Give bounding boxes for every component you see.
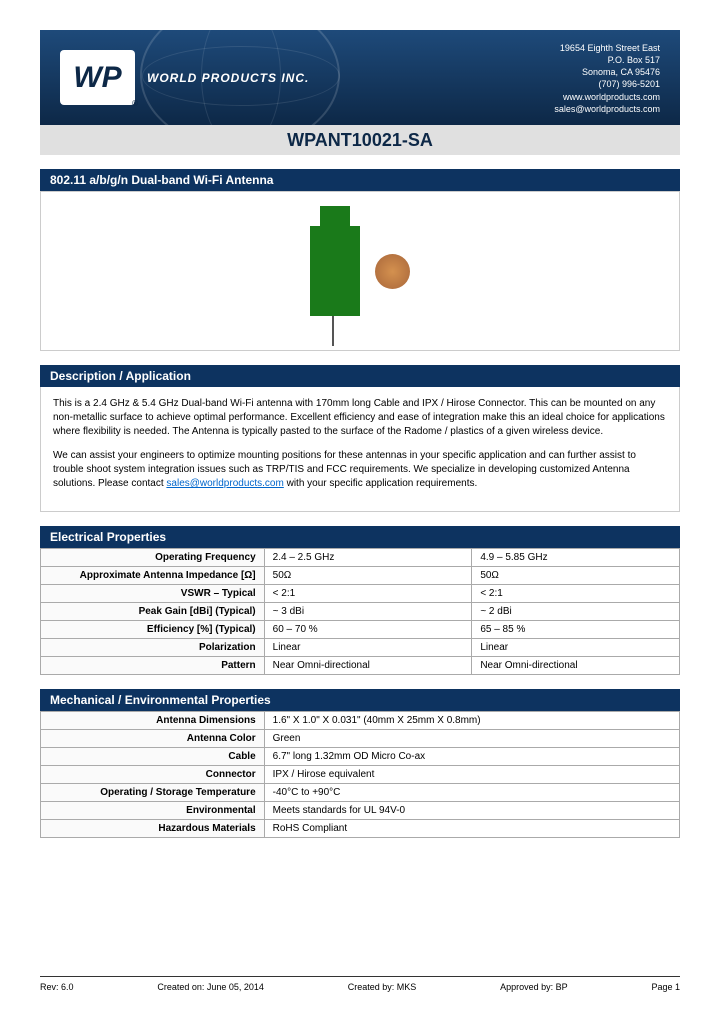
- subtitle-bar: 802.11 a/b/g/n Dual-band Wi-Fi Antenna: [40, 169, 680, 191]
- row-val2: Near Omni-directional: [472, 657, 680, 675]
- coin-scale-graphic: [375, 254, 410, 289]
- row-label: Operating / Storage Temperature: [41, 784, 265, 802]
- table-row: Approximate Antenna Impedance [Ω]50Ω50Ω: [41, 567, 680, 585]
- row-label: Environmental: [41, 802, 265, 820]
- contact-phone: (707) 996-5201: [554, 78, 660, 90]
- contact-web: www.worldproducts.com: [554, 91, 660, 103]
- table-row: Peak Gain [dBi] (Typical)~ 3 dBi~ 2 dBi: [41, 603, 680, 621]
- row-val2: ~ 2 dBi: [472, 603, 680, 621]
- row-val: IPX / Hirose equivalent: [264, 766, 679, 784]
- description-p1: This is a 2.4 GHz & 5.4 GHz Dual-band Wi…: [53, 397, 667, 439]
- row-val1: < 2:1: [264, 585, 472, 603]
- row-val1: Linear: [264, 639, 472, 657]
- row-val2: 50Ω: [472, 567, 680, 585]
- row-label: Polarization: [41, 639, 265, 657]
- row-val2: < 2:1: [472, 585, 680, 603]
- contact-info: 19654 Eighth Street East P.O. Box 517 So…: [554, 42, 660, 115]
- table-row: Antenna Dimensions1.6" X 1.0" X 0.031" (…: [41, 712, 680, 730]
- table-row: Efficiency [%] (Typical)60 – 70 %65 – 85…: [41, 621, 680, 639]
- part-number-title: WPANT10021-SA: [40, 125, 680, 155]
- electrical-table: Operating Frequency2.4 – 2.5 GHz4.9 – 5.…: [40, 548, 680, 675]
- row-label: Efficiency [%] (Typical): [41, 621, 265, 639]
- footer-page: Page 1: [651, 982, 680, 992]
- contact-email: sales@worldproducts.com: [554, 103, 660, 115]
- mechanical-heading: Mechanical / Environmental Properties: [40, 689, 680, 711]
- row-val: RoHS Compliant: [264, 820, 679, 838]
- row-val1: Near Omni-directional: [264, 657, 472, 675]
- row-val2: Linear: [472, 639, 680, 657]
- row-label: Cable: [41, 748, 265, 766]
- footer-created-by: Created by: MKS: [348, 982, 417, 992]
- footer-created-on: Created on: June 05, 2014: [157, 982, 264, 992]
- footer-approved-by: Approved by: BP: [500, 982, 568, 992]
- page-footer: Rev: 6.0 Created on: June 05, 2014 Creat…: [40, 976, 680, 992]
- table-row: ConnectorIPX / Hirose equivalent: [41, 766, 680, 784]
- row-val: -40°C to +90°C: [264, 784, 679, 802]
- row-label: Pattern: [41, 657, 265, 675]
- table-row: PatternNear Omni-directionalNear Omni-di…: [41, 657, 680, 675]
- row-label: Hazardous Materials: [41, 820, 265, 838]
- row-val1: 50Ω: [264, 567, 472, 585]
- row-val1: ~ 3 dBi: [264, 603, 472, 621]
- row-label: Peak Gain [dBi] (Typical): [41, 603, 265, 621]
- row-val2: 65 – 85 %: [472, 621, 680, 639]
- table-row: PolarizationLinearLinear: [41, 639, 680, 657]
- row-val: Green: [264, 730, 679, 748]
- footer-rev: Rev: 6.0: [40, 982, 74, 992]
- row-label: Antenna Color: [41, 730, 265, 748]
- row-label: Operating Frequency: [41, 549, 265, 567]
- row-label: VSWR – Typical: [41, 585, 265, 603]
- description-box: This is a 2.4 GHz & 5.4 GHz Dual-band Wi…: [40, 387, 680, 512]
- product-image: [40, 191, 680, 351]
- row-val: 1.6" X 1.0" X 0.031" (40mm X 25mm X 0.8m…: [264, 712, 679, 730]
- row-val: Meets standards for UL 94V-0: [264, 802, 679, 820]
- row-val: 6.7" long 1.32mm OD Micro Co-ax: [264, 748, 679, 766]
- row-label: Approximate Antenna Impedance [Ω]: [41, 567, 265, 585]
- description-heading: Description / Application: [40, 365, 680, 387]
- table-row: Operating / Storage Temperature-40°C to …: [41, 784, 680, 802]
- table-row: Hazardous MaterialsRoHS Compliant: [41, 820, 680, 838]
- row-val1: 2.4 – 2.5 GHz: [264, 549, 472, 567]
- globe-decoration: [140, 30, 340, 125]
- table-row: Cable6.7" long 1.32mm OD Micro Co-ax: [41, 748, 680, 766]
- table-row: Antenna ColorGreen: [41, 730, 680, 748]
- row-label: Antenna Dimensions: [41, 712, 265, 730]
- contact-address2: P.O. Box 517: [554, 54, 660, 66]
- contact-address1: 19654 Eighth Street East: [554, 42, 660, 54]
- company-logo: WP: [60, 50, 135, 105]
- description-p2b: with your specific application requireme…: [284, 478, 477, 489]
- table-row: Operating Frequency2.4 – 2.5 GHz4.9 – 5.…: [41, 549, 680, 567]
- description-p2: We can assist your engineers to optimize…: [53, 449, 667, 491]
- mechanical-table: Antenna Dimensions1.6" X 1.0" X 0.031" (…: [40, 711, 680, 838]
- pcb-antenna-graphic: [310, 226, 360, 316]
- header-banner: WP WORLD PRODUCTS INC. 19654 Eighth Stre…: [40, 30, 680, 125]
- electrical-heading: Electrical Properties: [40, 526, 680, 548]
- contact-address3: Sonoma, CA 95476: [554, 66, 660, 78]
- row-val2: 4.9 – 5.85 GHz: [472, 549, 680, 567]
- table-row: VSWR – Typical< 2:1< 2:1: [41, 585, 680, 603]
- row-label: Connector: [41, 766, 265, 784]
- table-row: EnvironmentalMeets standards for UL 94V-…: [41, 802, 680, 820]
- row-val1: 60 – 70 %: [264, 621, 472, 639]
- contact-email-link[interactable]: sales@worldproducts.com: [166, 478, 283, 489]
